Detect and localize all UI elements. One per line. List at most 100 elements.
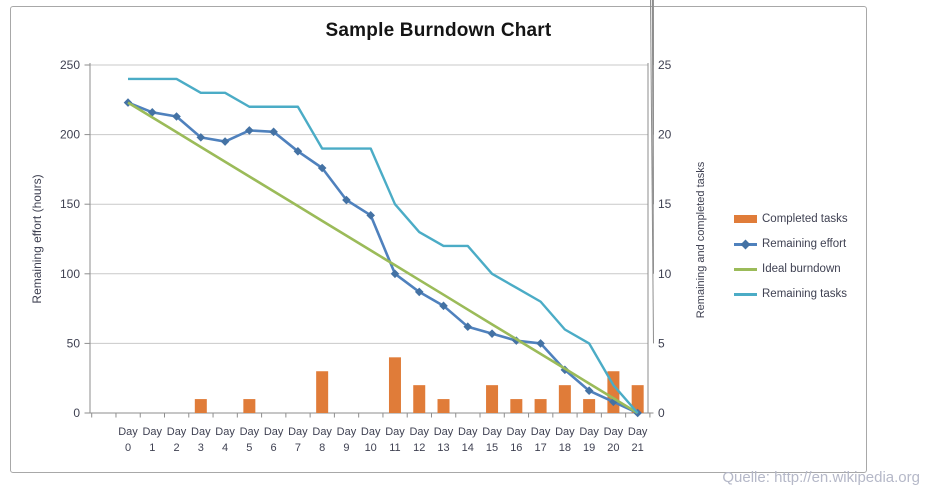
day-label-number: 10 <box>365 442 377 454</box>
bar-swatch-icon <box>734 214 757 224</box>
ideal-burndown-line <box>127 101 639 415</box>
bar-day-5 <box>243 399 256 413</box>
day-label-number: 5 <box>246 442 252 454</box>
legend-label: Completed tasks <box>762 212 848 225</box>
x-axis-labels: Day 0 Day 1 Day 2 Day 3 Day 4 Day 5 Day 6 Day 7 Day 8 Day 9… <box>118 426 648 454</box>
day-label-number: 21 <box>632 442 644 454</box>
day-label-number: 18 <box>559 442 571 454</box>
day-label: Day <box>240 426 260 438</box>
day-label: Day <box>142 426 162 438</box>
day-label-number: 20 <box>607 442 619 454</box>
marker-day-13 <box>439 301 448 311</box>
day-label: Day <box>409 426 429 438</box>
bar-day-3 <box>194 399 207 413</box>
day-label: Day <box>579 426 599 438</box>
marker-day-1 <box>147 108 157 117</box>
day-label: Day <box>385 426 405 438</box>
marker-day-12 <box>414 287 424 297</box>
marker-day-9 <box>342 195 351 205</box>
completed-tasks-bars <box>194 357 644 413</box>
day-label-number: 13 <box>437 442 449 454</box>
marker-day-19 <box>584 386 594 396</box>
day-label: Day <box>434 426 454 438</box>
legend-label: Remaining effort <box>762 237 847 250</box>
day-label: Day <box>604 426 624 438</box>
day-label-number: 8 <box>319 442 325 454</box>
right-tick <box>651 0 654 274</box>
legend-label: Remaining tasks <box>762 287 848 300</box>
day-label-number: 17 <box>534 442 546 454</box>
right-tick-label: 5 <box>658 336 665 350</box>
gridlines <box>90 64 648 344</box>
legend-label: Ideal burndown <box>762 262 841 275</box>
bar-day-19 <box>583 399 596 413</box>
source-watermark: Quelle: http://en.wikipedia.org <box>722 469 920 486</box>
marker-day-5 <box>245 126 254 135</box>
left-tick-label: 200 <box>60 128 80 142</box>
day-label: Day <box>264 426 284 438</box>
marker-day-2 <box>172 112 181 121</box>
marker-day-6 <box>269 127 278 137</box>
bar-day-21 <box>631 385 644 413</box>
axes <box>84 0 654 418</box>
chart-frame <box>10 6 867 473</box>
line-swatch-icon <box>734 289 757 299</box>
legend-item-ideal-burndown: Ideal burndown <box>734 262 848 275</box>
bar-day-12 <box>413 385 426 413</box>
bar-day-15 <box>486 385 499 413</box>
day-label-number: 6 <box>271 442 277 454</box>
day-label: Day <box>531 426 551 438</box>
bar-day-13 <box>437 399 450 413</box>
day-label: Day <box>458 426 478 438</box>
day-label: Day <box>361 426 381 438</box>
marker-day-7 <box>293 147 303 156</box>
marker-day-15 <box>487 329 497 338</box>
left-tick-label: 50 <box>67 336 81 350</box>
day-label: Day <box>167 426 187 438</box>
bar-day-8 <box>316 371 329 413</box>
left-tick-label: 150 <box>60 197 80 211</box>
day-label-number: 1 <box>149 442 155 454</box>
right-tick-label: 20 <box>658 128 672 142</box>
line-diamond-swatch-icon <box>734 239 757 249</box>
day-label-number: 12 <box>413 442 425 454</box>
left-axis-title: Remaining effort (hours) <box>30 174 44 304</box>
legend-item-remaining-effort: Remaining effort <box>734 237 848 250</box>
bar-day-11 <box>388 357 401 413</box>
bar-day-17 <box>534 399 547 413</box>
day-label-number: 19 <box>583 442 595 454</box>
day-label-number: 3 <box>198 442 204 454</box>
left-tick-label: 0 <box>73 406 80 420</box>
day-label-number: 4 <box>222 442 228 454</box>
day-label-number: 2 <box>173 442 179 454</box>
marker-day-17 <box>536 339 545 348</box>
marker-day-4 <box>220 137 230 146</box>
day-label: Day <box>507 426 527 438</box>
day-label: Day <box>555 426 575 438</box>
day-label: Day <box>337 426 357 438</box>
remaining-tasks-line <box>128 77 639 414</box>
day-label: Day <box>628 426 648 438</box>
day-label: Day <box>288 426 308 438</box>
day-label-number: 14 <box>462 442 474 454</box>
right-axis-title: Remaining and completed tasks <box>695 161 707 319</box>
remaining-effort-line <box>127 101 639 415</box>
day-label: Day <box>215 426 235 438</box>
right-tick-label: 25 <box>658 58 672 72</box>
right-tick-label: 15 <box>658 197 672 211</box>
day-label-number: 16 <box>510 442 522 454</box>
chart-title: Sample Burndown Chart <box>325 20 552 41</box>
legend-item-completed-tasks: Completed tasks <box>734 212 848 225</box>
day-label-number: 15 <box>486 442 498 454</box>
legend-item-remaining-tasks: Remaining tasks <box>734 287 848 300</box>
day-label-number: 9 <box>343 442 349 454</box>
right-tick <box>649 0 654 344</box>
left-tick-label: 250 <box>60 58 80 72</box>
right-tick-label: 10 <box>658 267 672 281</box>
marker-day-11 <box>390 269 400 279</box>
bar-day-16 <box>510 399 523 413</box>
marker-day-3 <box>196 133 206 142</box>
day-label-number: 11 <box>389 442 400 454</box>
